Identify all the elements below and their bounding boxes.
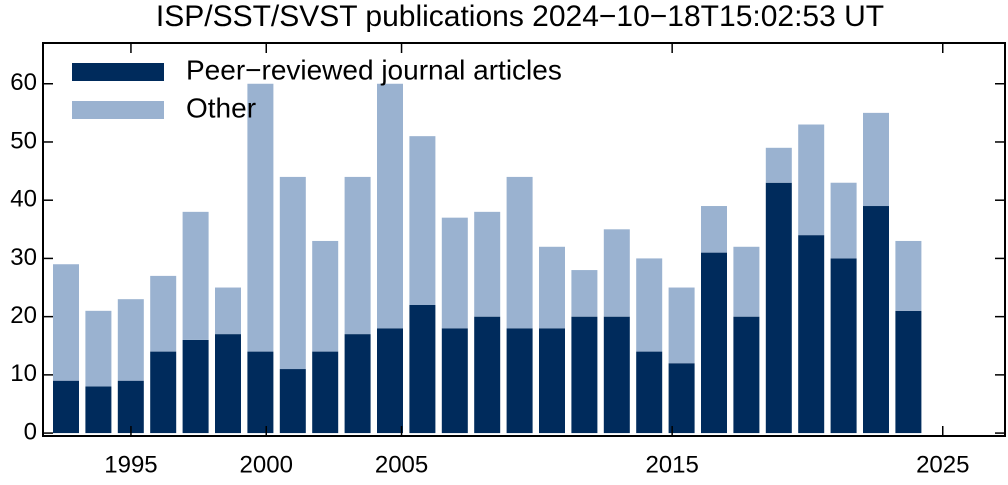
bar-segment xyxy=(830,182,857,259)
bar-segment xyxy=(474,211,501,317)
bar-segment xyxy=(636,351,663,434)
bar-segment xyxy=(53,264,79,381)
bar-segment xyxy=(668,287,695,364)
bar-segment xyxy=(765,182,792,434)
bar-segment xyxy=(377,328,403,434)
bar-segment xyxy=(441,328,468,434)
bar-segment xyxy=(85,310,112,387)
x-tick-label: 1995 xyxy=(104,451,157,478)
legend-swatch xyxy=(72,63,164,81)
bar-segment xyxy=(636,258,663,352)
y-tick-label: 40 xyxy=(10,186,37,213)
x-tick-label: 2000 xyxy=(240,451,293,478)
chart-title: ISP/SST/SVST publications 2024−10−18T15:… xyxy=(156,0,884,33)
bar-segment xyxy=(279,369,306,434)
y-tick-label: 10 xyxy=(10,360,37,387)
bar-segment xyxy=(85,386,112,434)
y-tick-label: 50 xyxy=(10,127,37,154)
bar-segment xyxy=(733,246,760,317)
bar-segment xyxy=(668,363,695,434)
bar-segment xyxy=(830,258,857,434)
bar-segment xyxy=(863,206,889,434)
bar-segment xyxy=(701,206,727,253)
bar-segment xyxy=(603,316,630,434)
bar-segment xyxy=(312,351,339,434)
y-tick-label: 0 xyxy=(24,418,37,445)
bar-segment xyxy=(474,316,501,434)
bar-segment xyxy=(506,328,533,434)
y-tick-label: 20 xyxy=(10,302,37,329)
x-tick-label: 2015 xyxy=(645,451,698,478)
bar-segment xyxy=(182,339,209,434)
x-tick-label: 2005 xyxy=(375,451,428,478)
bar-segment xyxy=(344,176,371,335)
bar-segment xyxy=(733,316,760,434)
plot-frame xyxy=(42,42,1006,437)
x-tick-label: 2025 xyxy=(916,451,969,478)
legend-label: Other xyxy=(186,92,256,123)
bar-segment xyxy=(150,351,177,434)
bar-segment xyxy=(539,328,565,434)
bar-segment xyxy=(571,316,598,434)
bar-segment xyxy=(150,275,177,352)
bar-segment xyxy=(215,334,241,434)
bar-segment xyxy=(182,211,209,340)
bar-segment xyxy=(895,310,922,434)
bar-segment xyxy=(117,299,144,381)
y-tick-label: 60 xyxy=(10,69,37,96)
bar-segment xyxy=(247,83,274,352)
bar-segment xyxy=(863,112,889,207)
bar-segment xyxy=(117,380,144,434)
bar-segment xyxy=(409,136,436,305)
legend-swatch xyxy=(72,101,164,119)
bar-segment xyxy=(506,176,533,329)
bar-segment xyxy=(539,246,565,329)
bar-segment xyxy=(312,240,339,352)
bar-segment xyxy=(798,124,825,236)
bar-segment xyxy=(409,305,436,434)
bar-segment xyxy=(441,217,468,329)
bar-segment xyxy=(247,351,274,434)
y-tick-label: 30 xyxy=(10,244,37,271)
bar-segment xyxy=(603,229,630,317)
bar-segment xyxy=(344,334,371,434)
bar-segment xyxy=(895,240,922,311)
bar-segment xyxy=(765,147,792,183)
bar-segment xyxy=(571,270,598,317)
bar-segment xyxy=(798,235,825,434)
legend-label: Peer−reviewed journal articles xyxy=(186,54,562,85)
bar-segment xyxy=(701,252,727,434)
bar-segment xyxy=(215,287,241,335)
bar-segment xyxy=(377,83,403,329)
bar-segment xyxy=(279,176,306,370)
bar-segment xyxy=(53,380,79,434)
